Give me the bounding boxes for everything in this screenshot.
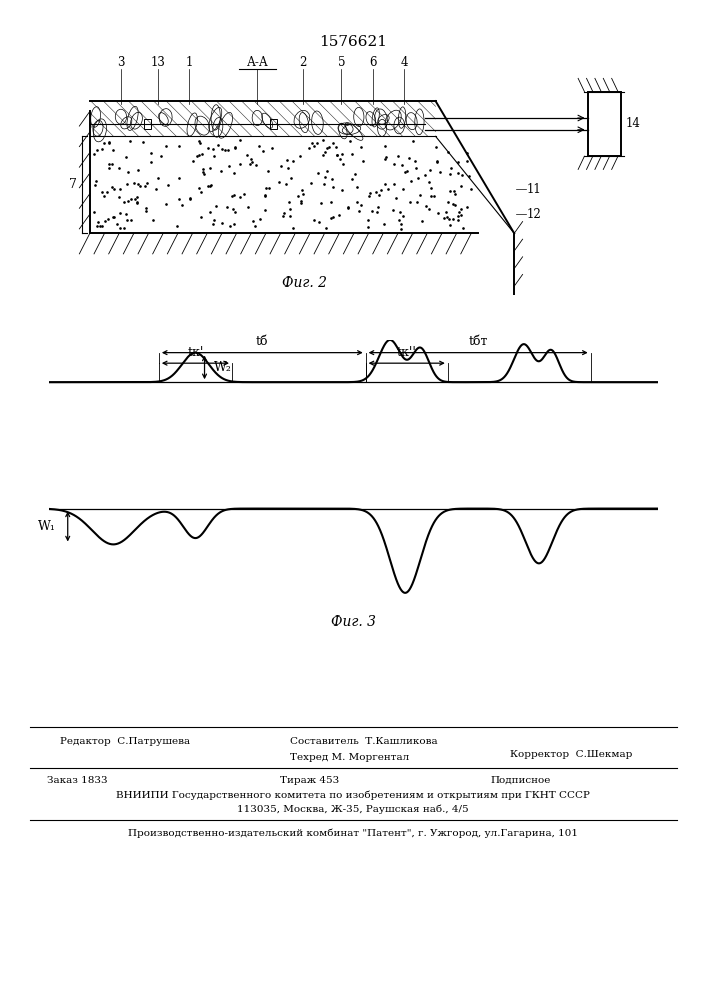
Text: tб: tб xyxy=(256,335,269,348)
Bar xyxy=(588,92,621,156)
Text: tк'': tк'' xyxy=(397,346,416,359)
Text: 3: 3 xyxy=(117,56,125,69)
Text: 5: 5 xyxy=(337,56,345,69)
Bar xyxy=(269,119,277,129)
Text: Подписное: Подписное xyxy=(490,776,550,785)
Text: Редактор  С.Патрушева: Редактор С.Патрушева xyxy=(60,737,190,746)
Text: Техред М. Моргентал: Техред М. Моргентал xyxy=(290,753,409,762)
Text: Составитель  Т.Кашликова: Составитель Т.Кашликова xyxy=(290,737,438,746)
Text: 1: 1 xyxy=(186,56,193,69)
Text: 4: 4 xyxy=(400,56,408,69)
Text: 7: 7 xyxy=(69,178,77,191)
Text: tк': tк' xyxy=(187,346,204,359)
Text: ВНИИПИ Государственного комитета по изобретениям и открытиям при ГКНТ СССР: ВНИИПИ Государственного комитета по изоб… xyxy=(116,790,590,800)
Text: Производственно-издательский комбинат "Патент", г. Ужгород, ул.Гагарина, 101: Производственно-издательский комбинат "П… xyxy=(128,828,578,838)
Text: А-А: А-А xyxy=(247,56,269,69)
Text: Корректор  С.Шекмар: Корректор С.Шекмар xyxy=(510,750,632,759)
Text: 113035, Москва, Ж-35, Раушская наб., 4/5: 113035, Москва, Ж-35, Раушская наб., 4/5 xyxy=(237,805,469,814)
Text: W₂: W₂ xyxy=(214,361,231,374)
Text: Фиг. 2: Фиг. 2 xyxy=(282,276,327,290)
Text: W₁: W₁ xyxy=(37,520,56,533)
Text: 13: 13 xyxy=(151,56,165,69)
Text: 2: 2 xyxy=(299,56,306,69)
Text: 14: 14 xyxy=(625,117,640,130)
Text: tбт: tбт xyxy=(469,335,488,348)
Bar xyxy=(144,119,151,129)
Text: 1576621: 1576621 xyxy=(319,35,387,49)
Text: Тираж 453: Тираж 453 xyxy=(280,776,339,785)
Text: 11: 11 xyxy=(527,183,542,196)
Text: 6: 6 xyxy=(369,56,377,69)
Text: Заказ 1833: Заказ 1833 xyxy=(47,776,107,785)
Text: 12: 12 xyxy=(527,208,542,221)
Text: Фиг. 3: Фиг. 3 xyxy=(331,615,376,629)
